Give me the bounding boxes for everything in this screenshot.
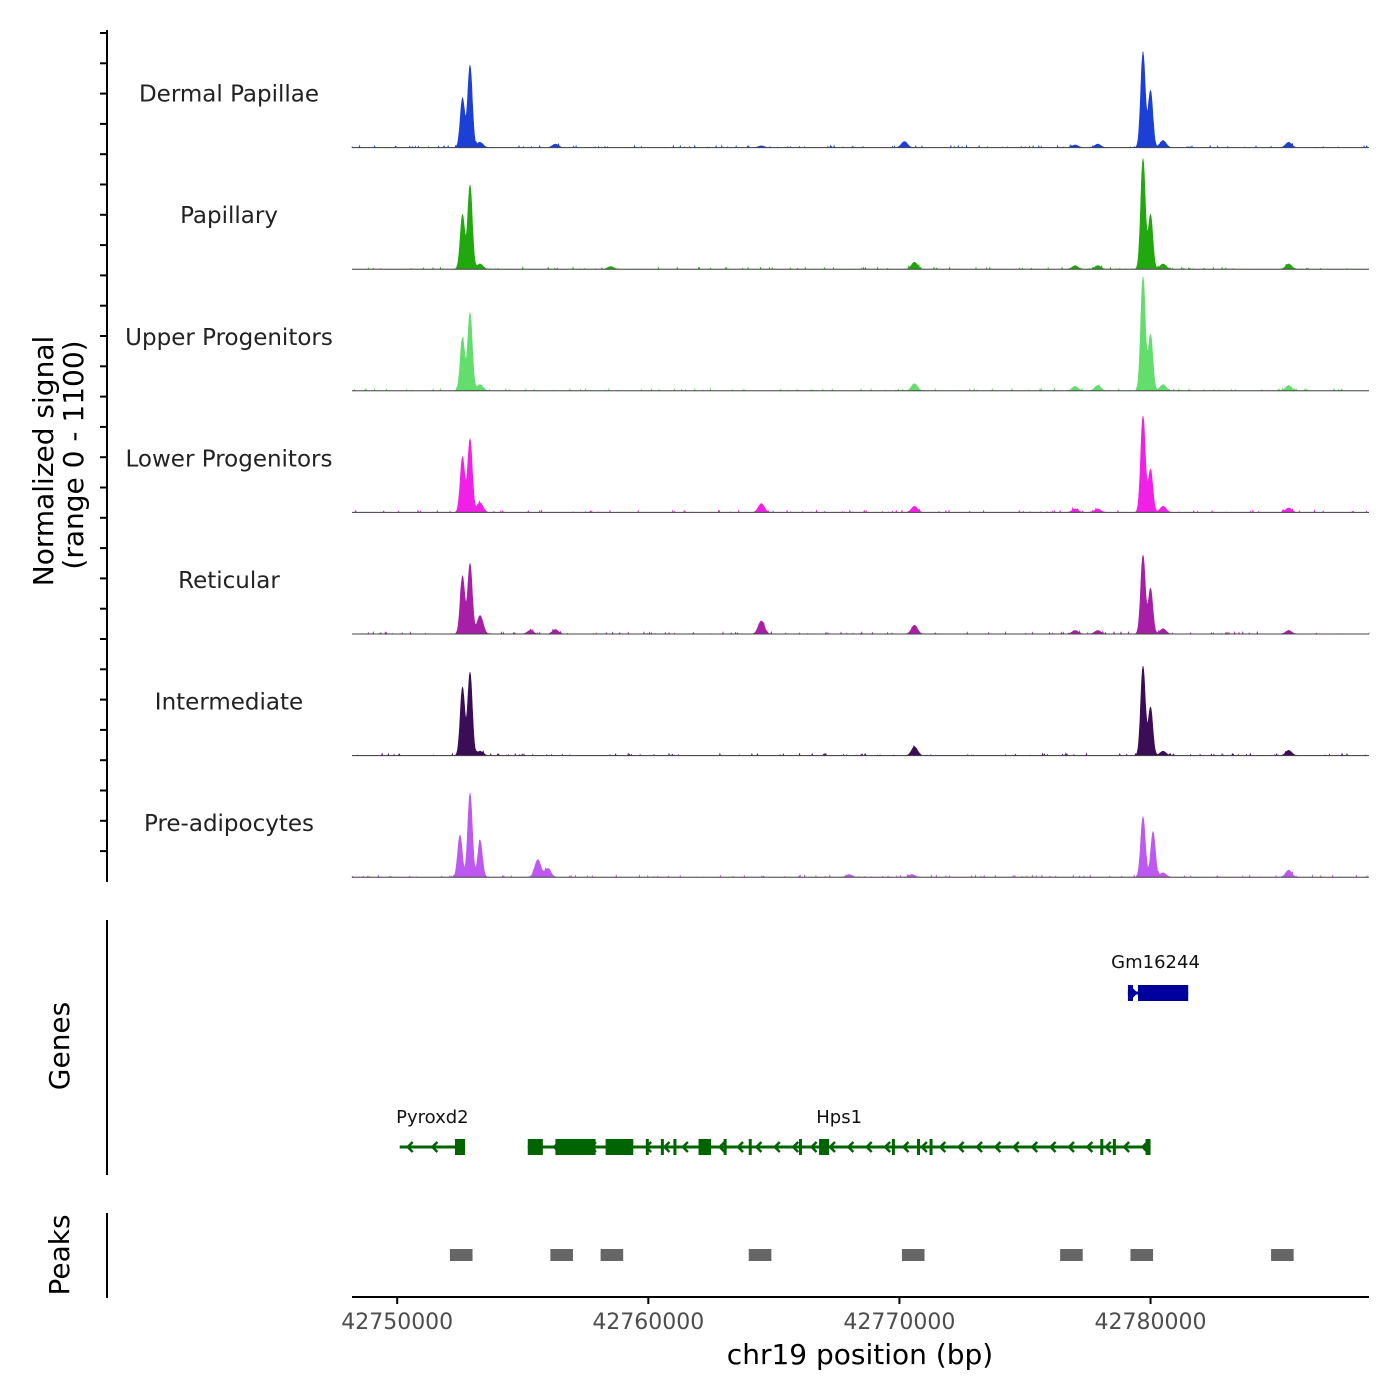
track-label: Dermal Papillae bbox=[139, 82, 319, 108]
strand-arrow bbox=[736, 1141, 744, 1153]
track-reticular: Reticular bbox=[178, 554, 1370, 635]
strand-arrow bbox=[1067, 1141, 1075, 1153]
track-label: Lower Progenitors bbox=[126, 446, 333, 472]
signal-y-ticks bbox=[100, 32, 107, 853]
gene-exon bbox=[723, 1139, 727, 1155]
gene-hps1: Hps1 bbox=[527, 1107, 1151, 1155]
track-label: Pre-adipocytes bbox=[144, 811, 314, 837]
signal-axis-title-line1: Normalized signal bbox=[27, 336, 60, 587]
strand-arrow bbox=[938, 1141, 947, 1153]
strand-arrow bbox=[1012, 1141, 1020, 1153]
gene-exon bbox=[555, 1139, 596, 1155]
x-axis-title: chr19 position (bp) bbox=[727, 1338, 993, 1371]
gene-pyroxd2: Pyroxd2 bbox=[396, 1107, 469, 1155]
peak-region bbox=[748, 1249, 772, 1261]
coverage-tracks: Dermal Papillae Papillary Upper Progenitor… bbox=[125, 51, 1370, 879]
strand-arrow bbox=[1103, 1141, 1112, 1153]
strand-arrow bbox=[754, 1141, 763, 1153]
peak-region bbox=[449, 1249, 473, 1261]
gene-exon bbox=[1112, 1139, 1116, 1155]
gene-annotations: Gm16244 Pyroxd2 Hps1 bbox=[396, 952, 1200, 1155]
gene-exon bbox=[1127, 985, 1133, 1001]
track-dermal-papillae: Dermal Papillae bbox=[139, 51, 1369, 149]
track-papillary: Papillary bbox=[180, 158, 1369, 270]
gene-label: Gm16244 bbox=[1111, 952, 1200, 973]
gene-exon bbox=[929, 1139, 933, 1155]
strand-arrow bbox=[809, 1141, 818, 1153]
gene-exon bbox=[1137, 985, 1189, 1001]
gene-exon bbox=[673, 1139, 677, 1155]
strand-arrow bbox=[864, 1141, 873, 1153]
gene-exon bbox=[698, 1139, 712, 1155]
strand-arrow bbox=[681, 1141, 689, 1153]
x-tick-label: 42750000 bbox=[341, 1310, 453, 1335]
gene-gm16244: Gm16244 bbox=[1111, 952, 1200, 1001]
strand-arrow bbox=[430, 1141, 439, 1153]
strand-arrow bbox=[791, 1141, 800, 1153]
strand-arrow bbox=[662, 1141, 671, 1153]
peak-regions bbox=[449, 1249, 1294, 1261]
gene-exon bbox=[605, 1139, 634, 1155]
track-label: Reticular bbox=[178, 568, 280, 594]
track-label: Upper Progenitors bbox=[125, 325, 333, 351]
gene-exon bbox=[454, 1139, 465, 1155]
peak-region bbox=[1060, 1249, 1083, 1261]
gene-exon bbox=[645, 1139, 649, 1155]
strand-arrow bbox=[828, 1141, 836, 1153]
signal-area bbox=[351, 51, 1369, 149]
track-lower-progenitors: Lower Progenitors bbox=[126, 415, 1369, 514]
track-label: Papillary bbox=[180, 203, 278, 229]
strand-arrow bbox=[1085, 1141, 1094, 1153]
gene-exon bbox=[1100, 1139, 1104, 1155]
gene-exon bbox=[527, 1139, 543, 1155]
strand-arrow bbox=[773, 1141, 781, 1153]
strand-arrow bbox=[993, 1141, 1002, 1153]
gene-exon bbox=[819, 1139, 830, 1155]
signal-area bbox=[351, 793, 1369, 879]
x-tick-label: 42770000 bbox=[843, 1310, 955, 1335]
signal-area bbox=[352, 415, 1369, 514]
gene-exon bbox=[660, 1139, 664, 1155]
peak-region bbox=[1271, 1249, 1294, 1261]
strand-arrow bbox=[956, 1141, 965, 1153]
genes-axis-title: Genes bbox=[43, 1002, 76, 1090]
gene-exon bbox=[917, 1139, 920, 1155]
strand-arrow bbox=[405, 1141, 414, 1153]
peak-region bbox=[600, 1249, 624, 1261]
strand-arrow bbox=[883, 1141, 892, 1153]
signal-area bbox=[352, 554, 1370, 635]
strand-arrow bbox=[901, 1141, 910, 1153]
x-axis-ticks: 42750000 42760000 42770000 42780000 bbox=[341, 1297, 1207, 1335]
signal-area bbox=[352, 276, 1369, 392]
peak-region bbox=[1130, 1249, 1154, 1261]
gene-exon bbox=[748, 1139, 752, 1155]
strand-arrow bbox=[717, 1141, 726, 1153]
track-intermediate: Intermediate bbox=[155, 666, 1369, 757]
peak-region bbox=[901, 1249, 925, 1261]
strand-arrow bbox=[1122, 1141, 1131, 1153]
track-upper-progenitors: Upper Progenitors bbox=[125, 276, 1369, 392]
gene-label: Hps1 bbox=[816, 1107, 862, 1128]
strand-arrow bbox=[846, 1141, 855, 1153]
strand-arrow bbox=[920, 1141, 928, 1153]
track-pre-adipocytes: Pre-adipocytes bbox=[144, 793, 1369, 879]
signal-area bbox=[352, 666, 1369, 757]
strand-arrow bbox=[1048, 1141, 1057, 1153]
strand-arrow bbox=[1030, 1141, 1039, 1153]
signal-axis-title-line2: (range 0 - 1100) bbox=[57, 340, 90, 569]
strand-arrow bbox=[975, 1141, 983, 1153]
gene-label: Pyroxd2 bbox=[396, 1107, 469, 1128]
peak-region bbox=[550, 1249, 573, 1261]
track-label: Intermediate bbox=[155, 690, 303, 716]
gene-exon bbox=[798, 1139, 802, 1155]
x-tick-label: 42780000 bbox=[1095, 1310, 1207, 1335]
gene-exon bbox=[891, 1139, 895, 1155]
signal-area bbox=[352, 158, 1369, 270]
x-tick-label: 42760000 bbox=[592, 1310, 704, 1335]
gene-exon bbox=[1145, 1139, 1151, 1155]
peaks-axis-title: Peaks bbox=[43, 1214, 76, 1295]
